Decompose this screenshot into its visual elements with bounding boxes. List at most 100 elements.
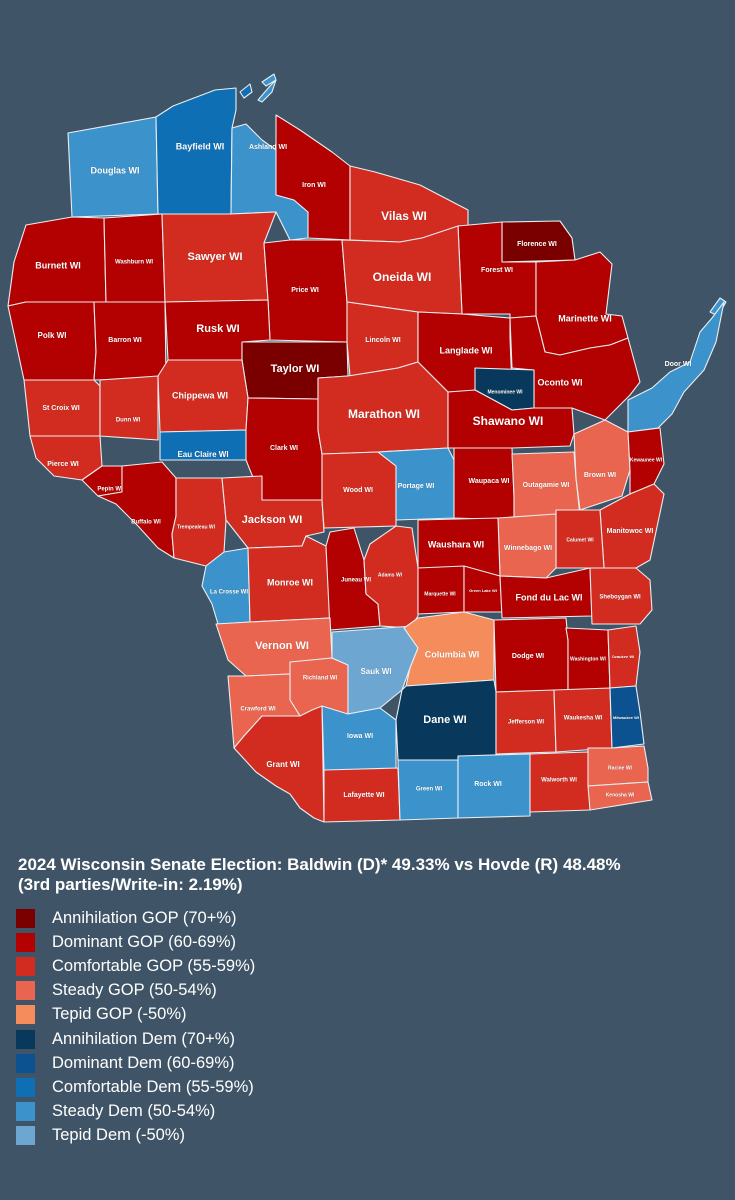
county-door-wi[interactable] xyxy=(627,301,725,433)
county-label-kewaunee-wi: Kewaunee WI xyxy=(630,457,663,463)
county-label-price-wi: Price WI xyxy=(291,287,319,294)
legend-swatch xyxy=(16,932,35,952)
county-label-dodge-wi: Dodge WI xyxy=(512,653,544,660)
county-label-vernon-wi: Vernon WI xyxy=(255,640,309,652)
legend: Annihilation GOP (70+%) Dominant GOP (60-… xyxy=(16,906,255,1148)
county-label-vilas-wi: Vilas WI xyxy=(381,209,427,223)
legend-label: Dominant GOP (60-69%) xyxy=(52,932,237,951)
legend-label: Steady Dem (50-54%) xyxy=(52,1102,216,1121)
county-label-marinette-wi: Marinette WI xyxy=(558,313,612,323)
county-label-marquette-wi: Marquette WI xyxy=(424,591,456,597)
county-milwaukee-wi[interactable] xyxy=(609,685,645,749)
county-brown-wi[interactable] xyxy=(573,419,631,511)
map-title: 2024 Wisconsin Senate Election: Baldwin … xyxy=(18,855,718,895)
county-label-pepin-wi: Pepin WI xyxy=(97,487,123,493)
legend-label: Dominant Dem (60-69%) xyxy=(52,1053,235,1072)
county-kenosha-wi[interactable] xyxy=(587,781,653,811)
county-label-bayfield-wi: Bayfield WI xyxy=(176,141,225,151)
county-label-monroe-wi: Monroe WI xyxy=(267,577,313,587)
county-label-door-wi: Door WI xyxy=(665,361,692,368)
county-label-columbia-wi: Columbia WI xyxy=(425,649,480,659)
county-label-calumet-wi: Calumet WI xyxy=(566,537,594,543)
county-label-waupaca-wi: Waupaca WI xyxy=(469,478,510,485)
county-label-shawano-wi: Shawano WI xyxy=(473,414,544,428)
county-label-waukesha-wi: Waukesha WI xyxy=(564,716,603,722)
county-dunn-wi[interactable] xyxy=(99,375,159,441)
county-label-richland-wi: Richland WI xyxy=(303,676,338,682)
county-label-racine-wi: Racine WI xyxy=(608,765,633,771)
legend-item-dominant-dem: Dominant Dem (60-69%) xyxy=(16,1051,255,1075)
county-label-pierce-wi: Pierce WI xyxy=(47,461,79,468)
county-shapes xyxy=(7,87,725,823)
county-label-lafayette-wi: Lafayette WI xyxy=(343,792,384,799)
county-sheboygan-wi[interactable] xyxy=(589,567,653,625)
county-label-chippewa-wi: Chippewa WI xyxy=(172,390,228,400)
county-label-outagamie-wi: Outagamie WI xyxy=(523,482,570,489)
legend-swatch xyxy=(16,1126,35,1146)
county-label-marathon-wi: Marathon WI xyxy=(348,407,420,421)
apostle-island xyxy=(239,83,253,99)
legend-item-tepid-dem: Tepid Dem (-50%) xyxy=(16,1124,255,1148)
title-line: 2024 Wisconsin Senate Election: Baldwin … xyxy=(18,855,621,874)
legend-swatch xyxy=(16,981,35,1001)
stockton-island xyxy=(261,73,277,87)
county-label-taylor-wi: Taylor WI xyxy=(271,363,320,375)
county-label-barron-wi: Barron WI xyxy=(108,337,142,344)
legend-label: Annihilation Dem (70+%) xyxy=(52,1029,235,1048)
county-label-green-wi: Green WI xyxy=(416,787,443,793)
county-label-rusk-wi: Rusk WI xyxy=(196,323,239,335)
county-rock-wi[interactable] xyxy=(457,753,531,819)
county-marinette-wi[interactable] xyxy=(535,251,629,356)
county-label-trempealeau-wi: Trempealeau WI xyxy=(177,524,216,530)
county-marquette-wi[interactable] xyxy=(417,565,465,615)
county-label-iron-wi: Iron WI xyxy=(302,182,326,189)
county-label-oconto-wi: Oconto WI xyxy=(538,377,583,387)
county-adams-wi[interactable] xyxy=(363,525,419,629)
county-ozaukee-wi[interactable] xyxy=(607,625,641,689)
map-svg: Douglas WI Bayfield WI Ashland WI Iron WI Vi… xyxy=(7,73,727,823)
legend-item-annihilation-dem: Annihilation Dem (70+%) xyxy=(16,1027,255,1051)
county-label-sauk-wi: Sauk WI xyxy=(360,667,391,676)
county-labels: Douglas WI Bayfield WI Ashland WI Iron WI Vi… xyxy=(35,141,692,799)
county-label-jackson-wi: Jackson WI xyxy=(242,514,303,526)
county-label-milwaukee-wi: Milwaukee WI xyxy=(613,715,639,720)
county-label-fond-du-lac-wi: Fond du Lac WI xyxy=(516,592,583,602)
county-label-rock-wi: Rock WI xyxy=(474,781,502,788)
county-label-menominee-wi: Menominee WI xyxy=(487,389,523,395)
county-label-brown-wi: Brown WI xyxy=(584,472,616,479)
legend-swatch xyxy=(16,956,35,976)
legend-swatch xyxy=(16,1029,35,1049)
legend-label: Comfortable Dem (55-59%) xyxy=(52,1077,254,1096)
county-label-sheboygan-wi: Sheboygan WI xyxy=(599,595,641,601)
legend-swatch xyxy=(16,1053,35,1073)
county-label-washington-wi: Washington WI xyxy=(570,656,607,662)
legend-item-steady-dem: Steady Dem (50-54%) xyxy=(16,1100,255,1124)
county-label-buffalo-wi: Buffalo WI xyxy=(131,520,161,526)
county-label-polk-wi: Polk WI xyxy=(38,331,67,340)
county-label-florence-wi: Florence WI xyxy=(517,241,557,248)
legend-item-tepid-gop: Tepid GOP (-50%) xyxy=(16,1003,255,1027)
county-polk-wi[interactable] xyxy=(7,301,97,381)
county-label-dunn-wi: Dunn WI xyxy=(116,418,141,424)
legend-swatch xyxy=(16,908,35,928)
county-label-lincoln-wi: Lincoln WI xyxy=(365,337,400,344)
county-label-langlade-wi: Langlade WI xyxy=(439,345,492,355)
madeline-island xyxy=(257,79,277,103)
county-label-dane-wi: Dane WI xyxy=(423,714,466,726)
county-label-burnett-wi: Burnett WI xyxy=(35,260,81,270)
county-label-kenosha-wi: Kenosha WI xyxy=(606,792,635,798)
county-jackson-wi[interactable] xyxy=(221,475,325,549)
county-label-juneau-wi: Juneau WI xyxy=(341,578,371,584)
county-label-oneida-wi: Oneida WI xyxy=(373,270,432,284)
county-label-sawyer-wi: Sawyer WI xyxy=(187,251,242,263)
county-label-clark-wi: Clark WI xyxy=(270,445,298,452)
county-trempealeau-wi[interactable] xyxy=(171,477,227,567)
county-label-winnebago-wi: Winnebago WI xyxy=(504,545,552,552)
legend-item-comfortable-gop: Comfortable GOP (55-59%) xyxy=(16,954,255,978)
title-block: 2024 Wisconsin Senate Election: Baldwin … xyxy=(18,855,718,895)
county-washburn-wi[interactable] xyxy=(103,213,166,303)
legend-swatch xyxy=(16,1077,35,1097)
county-buffalo-wi[interactable] xyxy=(97,461,177,559)
legend-label: Tepid Dem (-50%) xyxy=(52,1126,185,1145)
legend-item-annihilation-gop: Annihilation GOP (70+%) xyxy=(16,906,255,930)
